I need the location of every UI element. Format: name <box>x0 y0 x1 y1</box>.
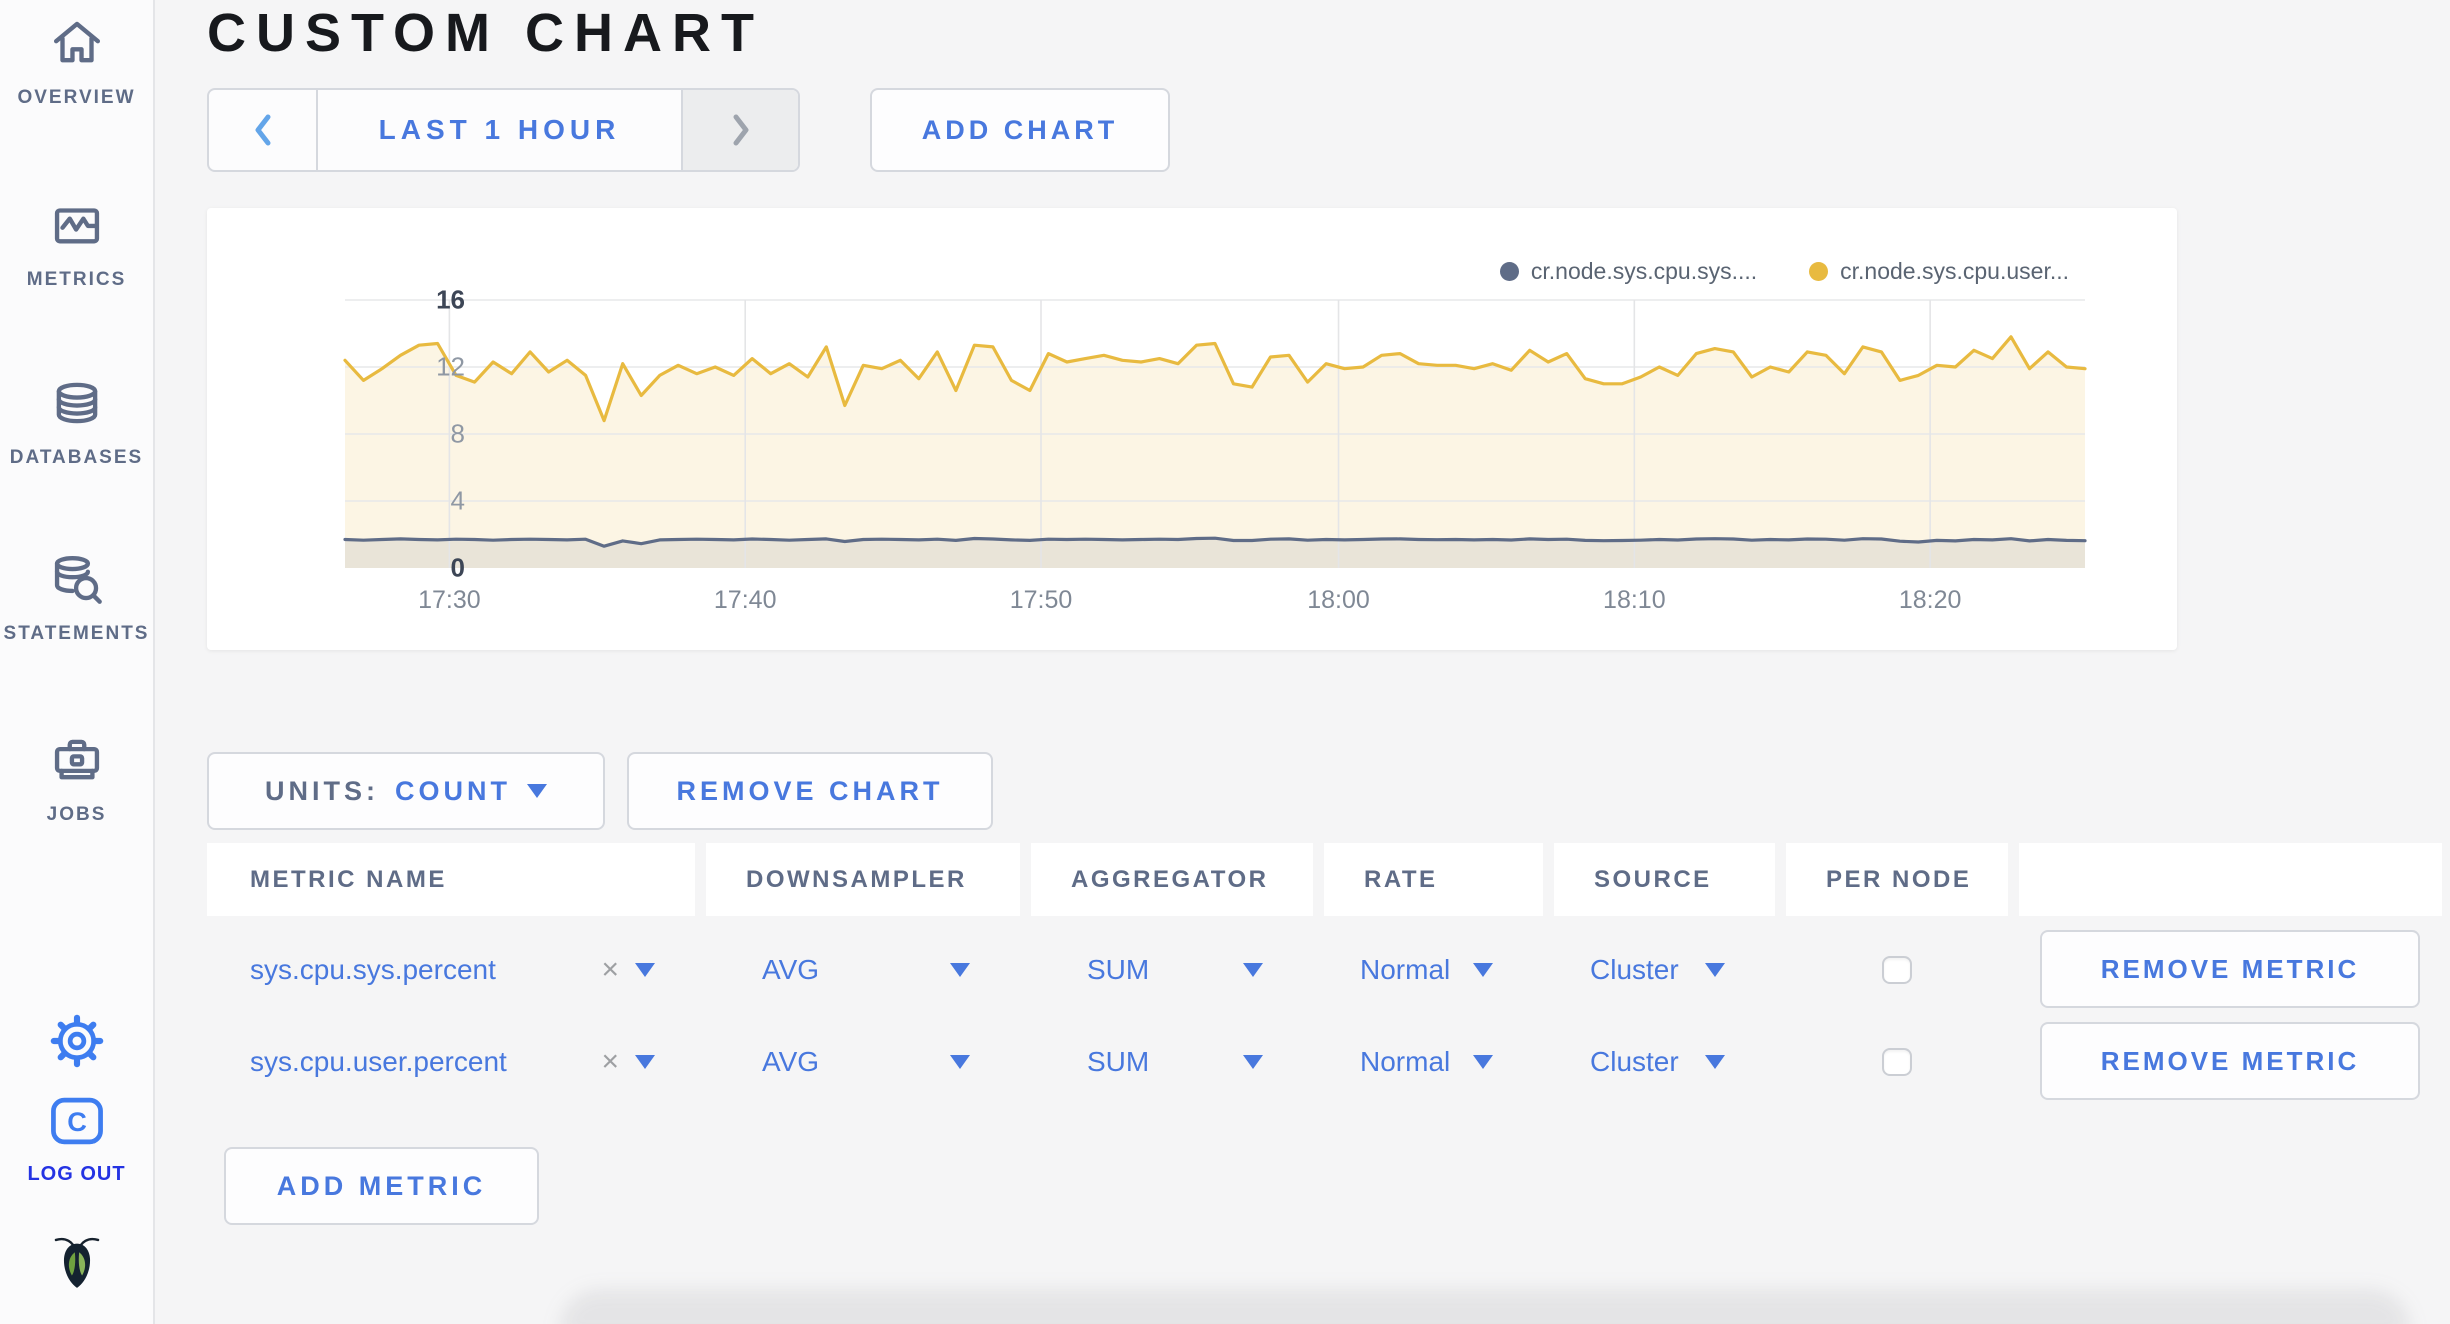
header-aggregator: AGGREGATOR <box>1031 843 1313 916</box>
aggregator-dropdown[interactable]: SUM <box>1087 1046 1150 1077</box>
chevron-down-icon[interactable] <box>1705 1055 1725 1069</box>
rate-dropdown[interactable]: Normal <box>1360 1046 1451 1077</box>
x-tick-label: 17:40 <box>713 586 777 614</box>
x-tick-label: 18:20 <box>1898 586 1962 614</box>
header-actions <box>2019 843 2442 916</box>
downsampler-dropdown[interactable]: AVG <box>762 954 820 985</box>
bottom-scroll-shadow <box>560 1290 2410 1324</box>
chevron-down-icon[interactable] <box>1473 1055 1493 1069</box>
y-tick-label: 8 <box>450 418 465 449</box>
chart-plot-svg <box>343 299 2087 568</box>
home-icon <box>48 14 106 77</box>
sidebar-item-metrics[interactable]: METRICS <box>0 196 153 291</box>
remove-metric-button[interactable]: REMOVE METRIC <box>2040 930 2420 1008</box>
chevron-down-icon[interactable] <box>1705 963 1725 977</box>
database-icon <box>48 374 106 437</box>
time-range-label[interactable]: LAST 1 HOUR <box>378 114 621 145</box>
x-tick-label: 18:00 <box>1307 586 1370 614</box>
source-dropdown[interactable]: Cluster <box>1590 954 1679 985</box>
chart-plot: 0 4 8 12 16 17:30 17:40 17:50 18:00 18:10 18:20 <box>343 285 2087 614</box>
table-row: sys.cpu.user.percent × AVG SUM Normal Cl… <box>0 1022 2450 1102</box>
units-label: UNITS: <box>265 775 379 806</box>
svg-text:C: C <box>67 1106 87 1137</box>
table-row: sys.cpu.sys.percent × AVG SUM Normal Clu… <box>0 930 2450 1010</box>
downsampler-dropdown[interactable]: AVG <box>762 1046 820 1077</box>
chevron-down-icon[interactable] <box>950 1055 970 1069</box>
statements-icon <box>48 550 106 613</box>
clear-metric-icon[interactable]: × <box>601 1045 619 1078</box>
sidebar-label-statements: STATEMENTS <box>3 623 150 644</box>
chevron-down-icon <box>527 784 547 798</box>
sidebar-item-overview[interactable]: OVERVIEW <box>0 14 153 109</box>
chevron-left-icon <box>255 114 270 146</box>
header-source: SOURCE <box>1554 843 1775 916</box>
sidebar-item-statements[interactable]: STATEMENTS <box>0 550 153 645</box>
metrics-icon <box>48 196 106 259</box>
legend-dot-icon <box>1809 262 1829 281</box>
chevron-down-icon[interactable] <box>950 963 970 977</box>
source-dropdown[interactable]: Cluster <box>1590 1046 1679 1077</box>
cockroach-bug-icon <box>48 1232 106 1295</box>
header-rate: RATE <box>1324 843 1543 916</box>
logout-button[interactable]: C LOG OUT <box>0 1092 153 1186</box>
per-node-checkbox[interactable] <box>1882 956 1912 984</box>
metric-name-dropdown[interactable]: sys.cpu.user.percent <box>250 1046 507 1077</box>
sidebar-item-databases[interactable]: DATABASES <box>0 374 153 469</box>
metrics-table-header: METRIC NAME DOWNSAMPLER AGGREGATOR RATE … <box>0 843 2450 916</box>
page-title: CUSTOM CHART <box>207 3 764 63</box>
legend-label: cr.node.sys.cpu.sys.... <box>1530 258 1758 284</box>
sidebar-label-jobs: JOBS <box>46 804 107 825</box>
legend-label: cr.node.sys.cpu.user... <box>1840 258 2069 284</box>
chevron-down-icon[interactable] <box>1243 963 1263 977</box>
per-node-checkbox[interactable] <box>1882 1048 1912 1076</box>
sidebar: OVERVIEW METRICS DATABASES <box>0 0 155 1324</box>
y-tick-label: 16 <box>436 284 465 315</box>
metric-name-dropdown[interactable]: sys.cpu.sys.percent <box>250 954 496 985</box>
settings-gear[interactable] <box>0 1012 153 1075</box>
legend-dot-icon <box>1499 262 1519 281</box>
cockroach-c-icon: C <box>48 1092 106 1155</box>
sidebar-item-jobs[interactable]: JOBS <box>0 731 153 826</box>
gear-icon <box>48 1012 106 1075</box>
chevron-down-icon[interactable] <box>635 963 655 977</box>
x-tick-label: 17:50 <box>1009 586 1073 614</box>
aggregator-dropdown[interactable]: SUM <box>1087 954 1150 985</box>
chevron-right-icon <box>733 114 748 146</box>
sidebar-label-databases: DATABASES <box>9 447 144 468</box>
time-range-prev-button[interactable] <box>209 90 318 170</box>
clear-metric-icon[interactable]: × <box>601 953 619 986</box>
chart-legend: cr.node.sys.cpu.sys.... cr.node.sys.cpu.u… <box>1499 258 2069 285</box>
x-tick-label: 17:30 <box>418 586 481 614</box>
legend-item[interactable]: cr.node.sys.cpu.user... <box>1809 258 2069 285</box>
time-range-selector: LAST 1 HOUR <box>207 88 800 172</box>
header-metric-name: METRIC NAME <box>207 843 695 916</box>
units-value: COUNT <box>395 775 511 806</box>
add-metric-button[interactable]: ADD METRIC <box>224 1147 539 1225</box>
cockroach-logo <box>0 1232 153 1295</box>
units-dropdown[interactable]: UNITS: COUNT <box>207 752 605 830</box>
y-tick-label: 4 <box>450 485 465 516</box>
chevron-down-icon[interactable] <box>635 1055 655 1069</box>
add-chart-button[interactable]: ADD CHART <box>870 88 1170 172</box>
y-tick-label: 12 <box>436 351 465 382</box>
header-downsampler: DOWNSAMPLER <box>706 843 1020 916</box>
chevron-down-icon[interactable] <box>1473 963 1493 977</box>
header-per-node: PER NODE <box>1786 843 2008 916</box>
chevron-down-icon[interactable] <box>1243 1055 1263 1069</box>
remove-chart-button[interactable]: REMOVE CHART <box>627 752 993 830</box>
sidebar-label-metrics: METRICS <box>26 269 127 290</box>
y-tick-label: 0 <box>450 552 465 583</box>
chart-card: cr.node.sys.cpu.sys.... cr.node.sys.cpu.u… <box>207 208 2177 650</box>
remove-metric-button[interactable]: REMOVE METRIC <box>2040 1022 2420 1100</box>
sidebar-label-overview: OVERVIEW <box>17 87 136 108</box>
rate-dropdown[interactable]: Normal <box>1360 954 1451 985</box>
x-tick-label: 18:10 <box>1603 586 1666 614</box>
jobs-icon <box>48 731 106 794</box>
logout-label: LOG OUT <box>27 1163 126 1185</box>
legend-item[interactable]: cr.node.sys.cpu.sys.... <box>1499 258 1758 285</box>
time-range-next-button[interactable] <box>681 90 798 170</box>
